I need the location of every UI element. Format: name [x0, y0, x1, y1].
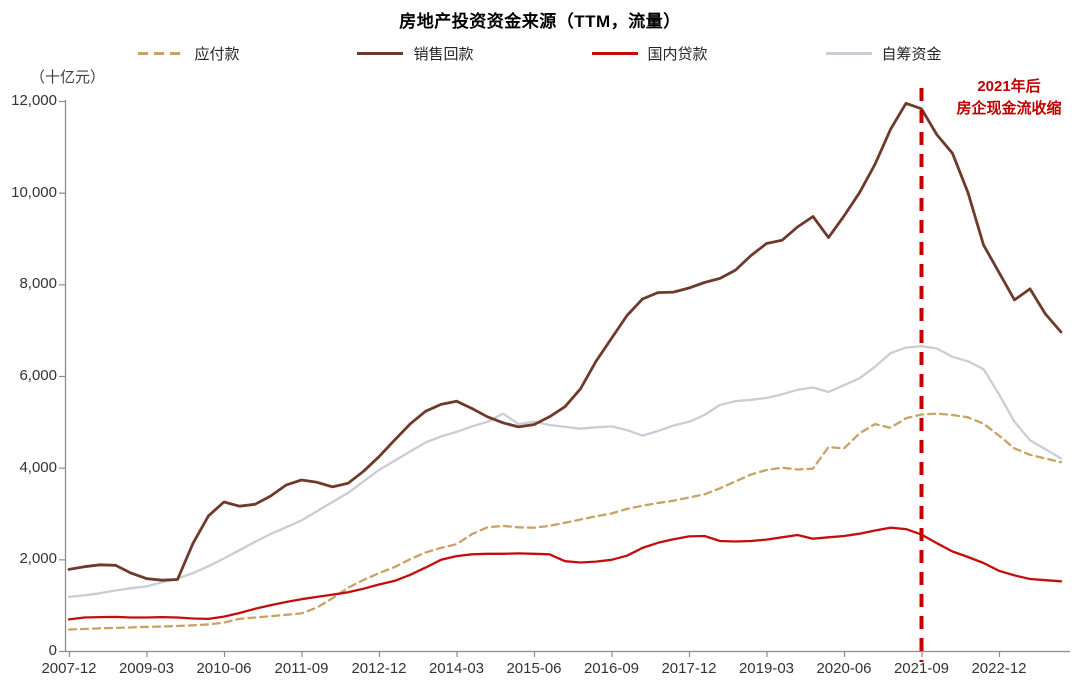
solid-line-swatch-icon	[825, 52, 872, 55]
annotation-line1: 2021年后	[977, 78, 1041, 95]
x-tick-label: 2009-03	[118, 660, 175, 677]
x-tick-label: 2021-09	[893, 660, 950, 677]
legend-item-domestic-loans: 国内贷款	[591, 43, 708, 64]
y-tick-label: 2,000	[19, 550, 57, 568]
solid-line-swatch-icon	[591, 52, 638, 55]
legend-item-sales-receipts: 销售回款	[357, 43, 474, 64]
x-tick-label: 2011-09	[274, 660, 329, 677]
legend-item-payables: 应付款	[138, 43, 239, 64]
y-tick-label: 6,000	[19, 367, 57, 384]
x-tick-label: 2022-12	[971, 660, 1027, 677]
y-tick-label: 8,000	[19, 275, 57, 293]
series-line-国内贷款	[67, 526, 1063, 621]
y-tick-label: 0	[48, 642, 57, 659]
legend-label: 应付款	[194, 46, 240, 63]
solid-line-swatch-icon	[357, 52, 404, 55]
dashed-line-swatch-icon	[138, 52, 185, 55]
legend-label: 自筹资金	[881, 46, 942, 63]
series-line-自筹资金	[67, 345, 1063, 599]
x-tick-label: 2019-03	[738, 660, 795, 677]
legend: 应付款 销售回款 国内贷款 自筹资金	[0, 43, 1080, 64]
legend-item-self-raised-funds: 自筹资金	[825, 43, 942, 64]
annotation-cashflow-contraction: 2021年后 房企现金流收缩	[938, 76, 1080, 120]
annotation-line2: 房企现金流收缩	[956, 99, 1062, 117]
x-tick-label: 2007-12	[41, 660, 97, 677]
legend-label: 销售回款	[413, 46, 474, 63]
legend-label: 国内贷款	[647, 46, 708, 63]
y-axis-unit-label: （十亿元）	[30, 69, 106, 86]
series-line-销售回款	[67, 101, 1063, 582]
y-tick-label: 10,000	[11, 183, 57, 201]
y-tick-label: 12,000	[11, 92, 57, 109]
x-tick-label: 2020-06	[816, 660, 872, 677]
series-line-应付款	[67, 412, 1063, 631]
x-tick-label: 2017-12	[661, 660, 717, 677]
y-tick-label: 4,000	[19, 458, 57, 476]
x-tick-label: 2014-03	[428, 660, 485, 677]
chart-title: 房地产投资资金来源（TTM，流量）	[399, 12, 681, 31]
x-tick-label: 2015-06	[506, 660, 562, 677]
x-tick-label: 2016-09	[583, 660, 640, 677]
x-tick-label: 2010-06	[196, 660, 252, 677]
x-tick-label: 2012-12	[351, 660, 407, 677]
